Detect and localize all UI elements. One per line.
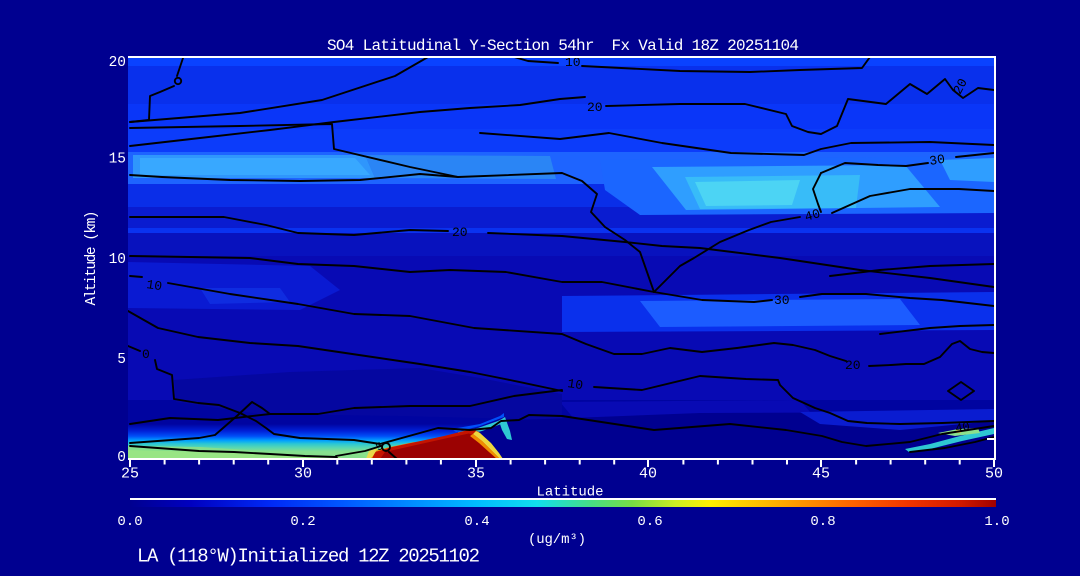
svg-text:30: 30: [928, 152, 946, 169]
svg-text:30: 30: [294, 466, 312, 483]
svg-text:20: 20: [950, 76, 971, 97]
svg-text:35: 35: [467, 466, 485, 483]
svg-text:25: 25: [121, 466, 139, 483]
svg-text:LA (118°W)Initialized 12Z 2025: LA (118°W)Initialized 12Z 20251102: [137, 546, 480, 568]
svg-text:0.4: 0.4: [464, 514, 489, 530]
svg-text:0: 0: [117, 450, 126, 466]
svg-text:40: 40: [954, 420, 971, 436]
svg-text:0.8: 0.8: [810, 514, 835, 530]
svg-text:50: 50: [985, 466, 1003, 483]
svg-text:10: 10: [566, 376, 584, 393]
svg-text:10: 10: [109, 252, 126, 268]
svg-text:20: 20: [452, 225, 468, 240]
svg-text:1.0: 1.0: [984, 514, 1009, 530]
svg-text:10: 10: [145, 277, 163, 294]
svg-text:10: 10: [565, 55, 581, 70]
svg-text:20: 20: [845, 358, 861, 373]
svg-text:40: 40: [803, 206, 822, 225]
svg-text:(ug/m³): (ug/m³): [528, 532, 586, 548]
svg-text:45: 45: [812, 466, 830, 483]
svg-text:20: 20: [587, 100, 603, 115]
svg-text:Altitude (km): Altitude (km): [84, 211, 100, 306]
svg-text:SO4 Latitudinal Y-Section 54hr: SO4 Latitudinal Y-Section 54hr Fx Valid …: [327, 37, 799, 55]
svg-text:40: 40: [639, 466, 657, 483]
svg-text:20: 20: [109, 55, 126, 71]
svg-text:15: 15: [109, 152, 126, 168]
svg-text:5: 5: [117, 352, 126, 368]
svg-text:0.0: 0.0: [117, 514, 142, 530]
svg-text:Latitude: Latitude: [537, 485, 604, 501]
svg-text:30: 30: [774, 293, 790, 308]
svg-text:0: 0: [142, 347, 150, 362]
svg-text:0.6: 0.6: [637, 514, 662, 530]
svg-text:0.2: 0.2: [290, 514, 315, 530]
svg-text:5: 5: [374, 441, 385, 455]
